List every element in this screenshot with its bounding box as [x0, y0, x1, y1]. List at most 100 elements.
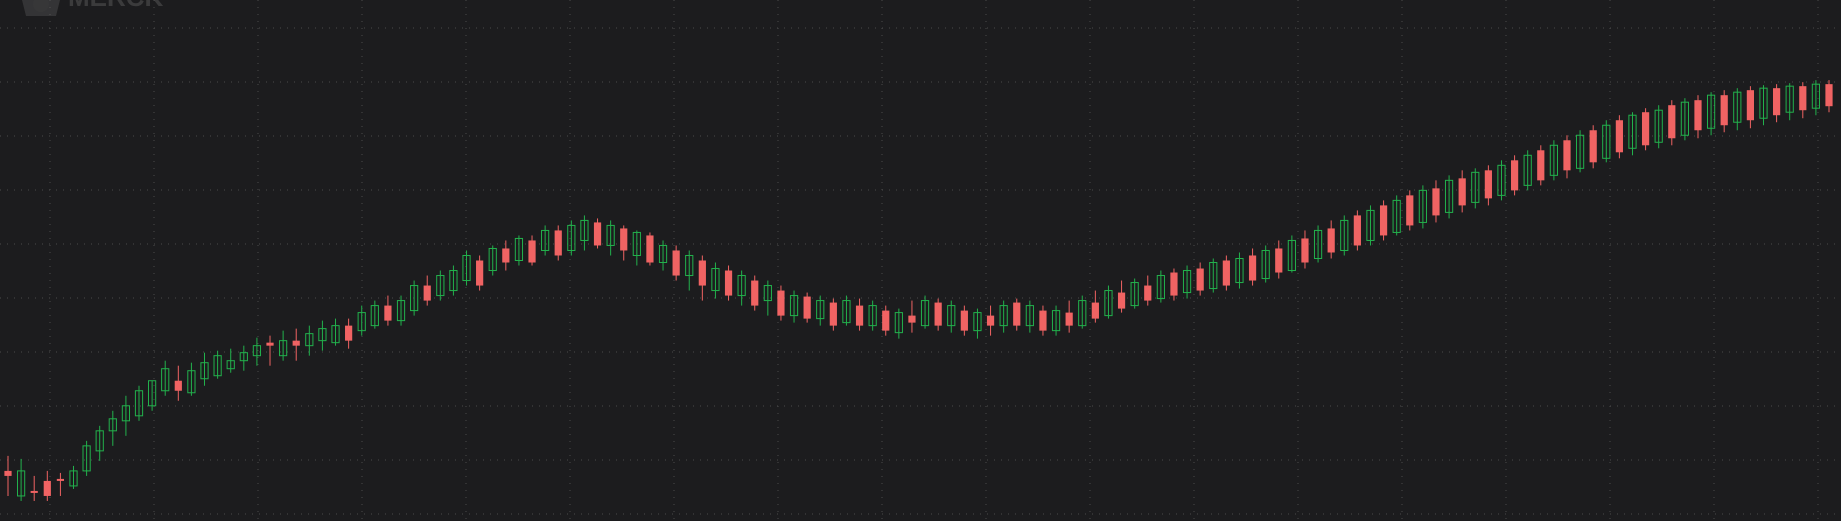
candle-body	[1366, 209, 1375, 241]
candle-body	[108, 418, 117, 432]
candle	[842, 295, 851, 326]
candle-body	[449, 270, 458, 292]
candle-body	[121, 405, 131, 422]
candle	[174, 365, 182, 401]
candle-body	[1182, 270, 1192, 294]
candle	[1327, 220, 1335, 259]
candle-body	[1759, 87, 1768, 119]
candle-body	[1615, 120, 1623, 153]
candle-body	[331, 325, 340, 344]
candle	[1025, 300, 1034, 333]
candle-body	[266, 342, 274, 346]
candle	[1497, 160, 1506, 201]
candle	[620, 225, 628, 261]
candle	[1156, 270, 1165, 303]
candle	[541, 225, 550, 256]
candle-body	[305, 333, 314, 347]
candle	[1484, 165, 1492, 206]
candle-body	[1523, 154, 1532, 186]
candle-body	[724, 270, 733, 296]
candle	[1510, 155, 1519, 196]
candle-body	[1563, 140, 1571, 171]
candle-body	[318, 328, 327, 342]
candle-body	[1340, 219, 1349, 251]
candle-body	[357, 312, 366, 332]
candle	[908, 300, 916, 333]
candle	[1340, 215, 1349, 256]
candle	[986, 305, 995, 336]
candle	[1287, 235, 1296, 273]
candle	[763, 280, 772, 316]
candle	[999, 300, 1008, 333]
candle-body	[1209, 262, 1218, 290]
candle-body	[1694, 100, 1702, 131]
candle	[920, 295, 930, 329]
candle-body	[43, 480, 51, 496]
candle	[239, 345, 248, 371]
candle-body	[947, 305, 956, 327]
candle	[502, 240, 510, 271]
candle	[305, 325, 314, 356]
candle	[606, 220, 615, 256]
candle-body	[908, 315, 916, 323]
candle-body	[528, 240, 536, 263]
candle	[1379, 200, 1388, 241]
candle	[658, 240, 668, 271]
candle	[1235, 252, 1244, 289]
candle	[1196, 262, 1204, 296]
candle	[789, 290, 799, 323]
candle-body	[30, 490, 38, 493]
candle	[1275, 240, 1283, 279]
candle	[1313, 225, 1323, 263]
candle	[1811, 80, 1821, 116]
candle-body	[1301, 238, 1309, 263]
candle	[69, 465, 78, 489]
candle	[947, 300, 956, 333]
candle	[737, 270, 746, 306]
candle-body	[1785, 85, 1794, 113]
candle	[1602, 120, 1611, 163]
candle-body	[829, 302, 837, 326]
candle-body	[868, 305, 877, 327]
candle-body	[1811, 83, 1821, 109]
candle	[855, 298, 864, 331]
candle	[1406, 190, 1414, 231]
candle	[1170, 268, 1178, 301]
candle	[121, 395, 131, 436]
candle	[1366, 205, 1375, 246]
candle-body	[462, 254, 471, 282]
candle	[777, 285, 785, 321]
candle-body	[934, 302, 942, 326]
candle-body	[1720, 95, 1728, 126]
candle	[1222, 255, 1230, 291]
candle-body	[279, 340, 288, 357]
candle-body	[1025, 305, 1034, 327]
candle	[698, 255, 706, 301]
candle	[1615, 115, 1623, 159]
candle	[30, 475, 38, 501]
candle	[528, 235, 536, 266]
candle-body	[672, 250, 680, 276]
candle-body	[174, 380, 182, 391]
candle-body	[1549, 144, 1558, 176]
candle-body	[1104, 290, 1113, 317]
candle-body	[593, 222, 602, 246]
candle	[410, 280, 419, 316]
candle-body	[1418, 189, 1427, 223]
candle	[1432, 180, 1440, 223]
candle-body	[711, 268, 720, 292]
candle-body	[1353, 215, 1361, 246]
candle	[1549, 140, 1558, 181]
candle-body	[82, 445, 91, 472]
candle	[476, 255, 484, 291]
candle	[1733, 88, 1742, 131]
candle	[1078, 295, 1087, 329]
candle	[554, 225, 562, 261]
candle-body	[134, 390, 144, 417]
candle	[934, 298, 942, 331]
candle-body	[16, 470, 26, 497]
candle	[1444, 175, 1454, 219]
candle	[1654, 105, 1663, 149]
